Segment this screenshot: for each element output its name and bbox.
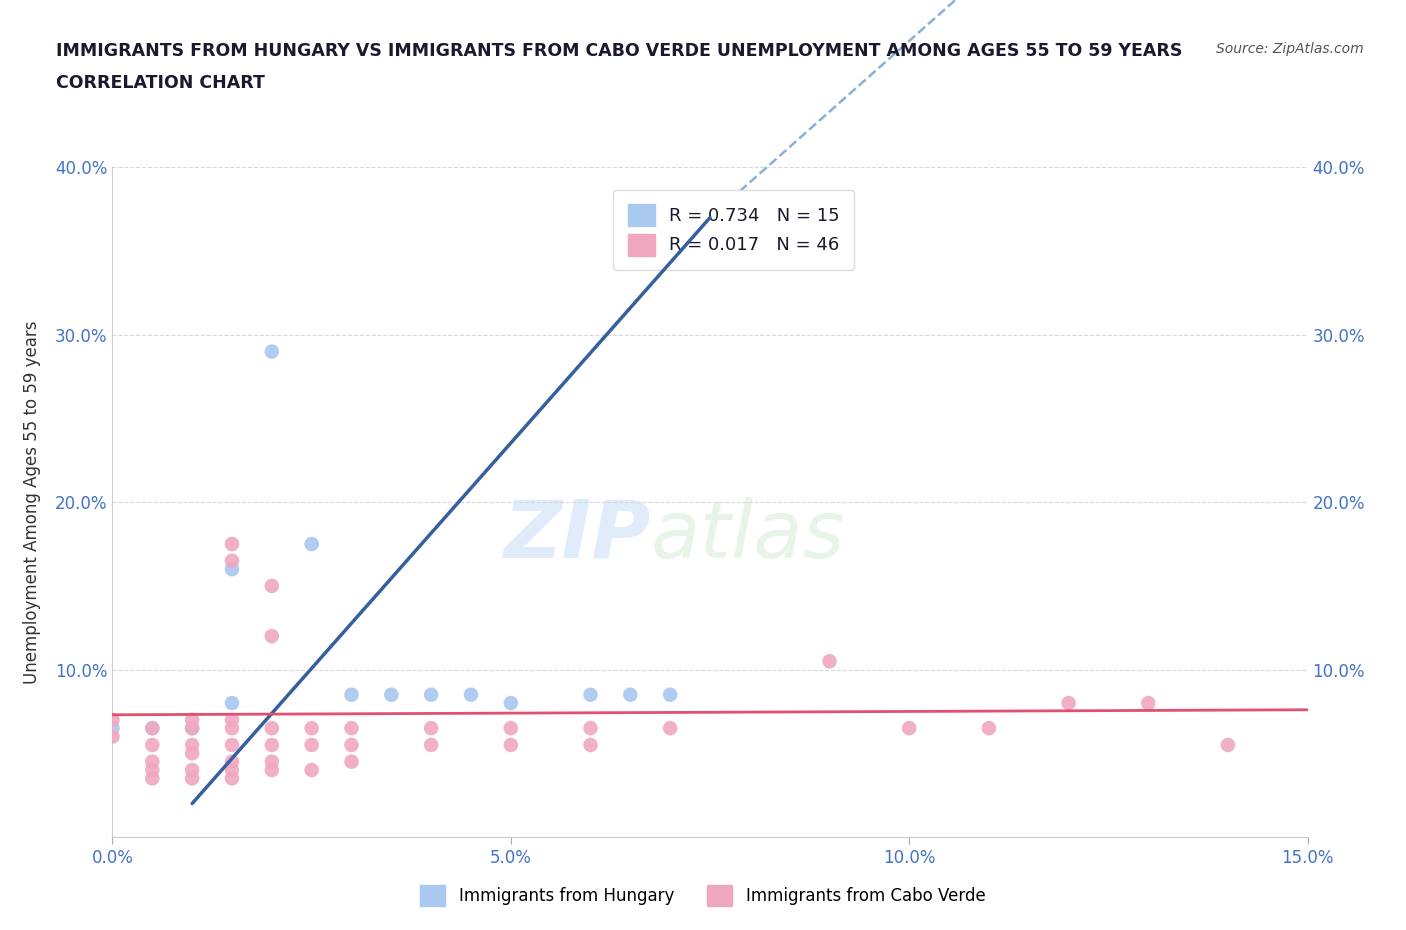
Point (141, 737, 163, 752)
Point (460, 687, 482, 702)
Point (301, 721, 323, 736)
Point (141, 763, 163, 777)
Point (420, 687, 443, 702)
Point (101, 721, 124, 736)
Point (221, 712, 243, 727)
Point (141, 721, 163, 736)
Point (818, 654, 841, 669)
Y-axis label: Unemployment Among Ages 55 to 59 years: Unemployment Among Ages 55 to 59 years (24, 321, 41, 684)
Point (301, 737, 323, 752)
Point (977, 721, 1000, 736)
Point (499, 737, 522, 752)
Text: atlas: atlas (650, 497, 845, 575)
Point (260, 578, 283, 593)
Point (301, 537, 323, 551)
Point (181, 771, 204, 786)
Point (260, 763, 283, 777)
Point (420, 721, 443, 736)
Text: ZIP: ZIP (503, 497, 650, 575)
Point (340, 737, 363, 752)
Point (141, 754, 163, 769)
Point (380, 687, 402, 702)
Point (181, 737, 204, 752)
Point (221, 537, 243, 551)
Text: IMMIGRANTS FROM HUNGARY VS IMMIGRANTS FROM CABO VERDE UNEMPLOYMENT AMONG AGES 55: IMMIGRANTS FROM HUNGARY VS IMMIGRANTS FR… (56, 42, 1182, 60)
Point (898, 721, 921, 736)
Legend: R = 0.734   N = 15, R = 0.017   N = 46: R = 0.734 N = 15, R = 0.017 N = 46 (613, 190, 855, 270)
Point (221, 754, 243, 769)
Point (579, 737, 602, 752)
Point (181, 712, 204, 727)
Point (181, 763, 204, 777)
Point (420, 737, 443, 752)
Point (659, 687, 682, 702)
Point (181, 721, 204, 736)
Point (659, 721, 682, 736)
Point (260, 344, 283, 359)
Point (1057, 696, 1080, 711)
Point (499, 696, 522, 711)
Point (141, 771, 163, 786)
Point (1216, 737, 1239, 752)
Point (260, 721, 283, 736)
Point (301, 763, 323, 777)
Point (181, 746, 204, 761)
Point (221, 562, 243, 577)
Point (101, 729, 124, 744)
Point (579, 687, 602, 702)
Point (260, 629, 283, 644)
Point (221, 553, 243, 568)
Point (221, 771, 243, 786)
Point (181, 721, 204, 736)
Point (1137, 696, 1160, 711)
Point (141, 721, 163, 736)
Point (499, 721, 522, 736)
Text: Source: ZipAtlas.com: Source: ZipAtlas.com (1216, 42, 1364, 56)
Point (340, 687, 363, 702)
Point (221, 721, 243, 736)
Point (340, 721, 363, 736)
Point (260, 737, 283, 752)
Legend: Immigrants from Hungary, Immigrants from Cabo Verde: Immigrants from Hungary, Immigrants from… (413, 879, 993, 912)
Point (340, 754, 363, 769)
Point (221, 737, 243, 752)
Point (619, 687, 641, 702)
Point (221, 696, 243, 711)
Point (260, 754, 283, 769)
Point (101, 712, 124, 727)
Point (579, 721, 602, 736)
Point (221, 763, 243, 777)
Text: CORRELATION CHART: CORRELATION CHART (56, 74, 266, 92)
